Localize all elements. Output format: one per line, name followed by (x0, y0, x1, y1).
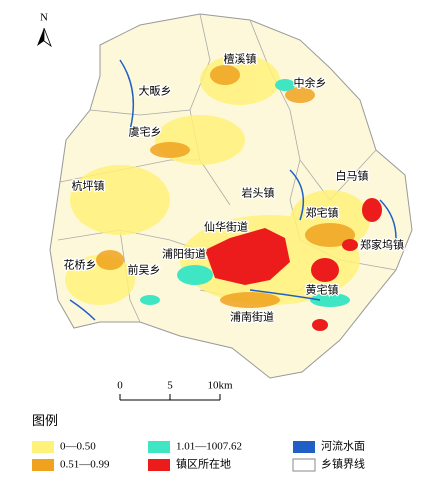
scale-label: 5 (167, 380, 173, 392)
legend-swatch (32, 459, 54, 471)
place-label: 岩头镇 (242, 186, 275, 200)
place-label: 前吴乡 (128, 263, 161, 277)
orange-zones (96, 65, 355, 308)
legend-label: 乡镇界线 (321, 457, 365, 471)
place-label: 大畈乡 (139, 84, 172, 98)
arrow-left (37, 28, 44, 46)
map-body (49, 13, 413, 379)
legend-swatch (148, 441, 170, 453)
scale-label: 10km (207, 380, 233, 392)
scale-bar: 0 5 10km (117, 380, 233, 401)
legend-title: 图例 (32, 413, 58, 428)
north-arrow: N (37, 12, 52, 48)
place-label: 杭坪镇 (72, 179, 105, 193)
place-label: 花桥乡 (64, 259, 97, 272)
legend-swatch (292, 458, 316, 472)
place-label: 中余乡 (294, 76, 327, 90)
place-label: 黄宅镇 (306, 283, 339, 297)
place-label: 郑宅镇 (306, 206, 339, 220)
scale-label: 0 (117, 380, 123, 392)
place-label: 檀溪镇 (224, 52, 257, 66)
cyan-zones (140, 79, 350, 307)
place-label: 虞宅乡 (129, 125, 162, 139)
legend-swatch (293, 441, 315, 453)
legend-label: 镇区所在地 (176, 457, 231, 471)
place-label: 白马镇 (336, 169, 369, 183)
legend: 图例 0—0.50 1.01—1007.62 河流水面 0.51—0.99 镇区所在地 乡… (32, 413, 365, 472)
legend-swatch (148, 459, 170, 471)
north-label: N (40, 12, 48, 24)
legend-label: 0—0.50 (60, 441, 96, 453)
urban-zones (205, 198, 382, 331)
legend-swatch (32, 441, 54, 453)
place-label: 郑家坞镇 (360, 238, 404, 252)
legend-label: 0.51—0.99 (60, 459, 110, 471)
place-label: 浦阳街道 (162, 247, 206, 261)
arrow-right (43, 27, 52, 48)
legend-label: 河流水面 (321, 439, 365, 453)
place-label: 仙华街道 (204, 220, 248, 234)
water (69, 59, 397, 321)
place-label: 浦南街道 (230, 310, 274, 324)
legend-label: 1.01—1007.62 (176, 441, 242, 453)
